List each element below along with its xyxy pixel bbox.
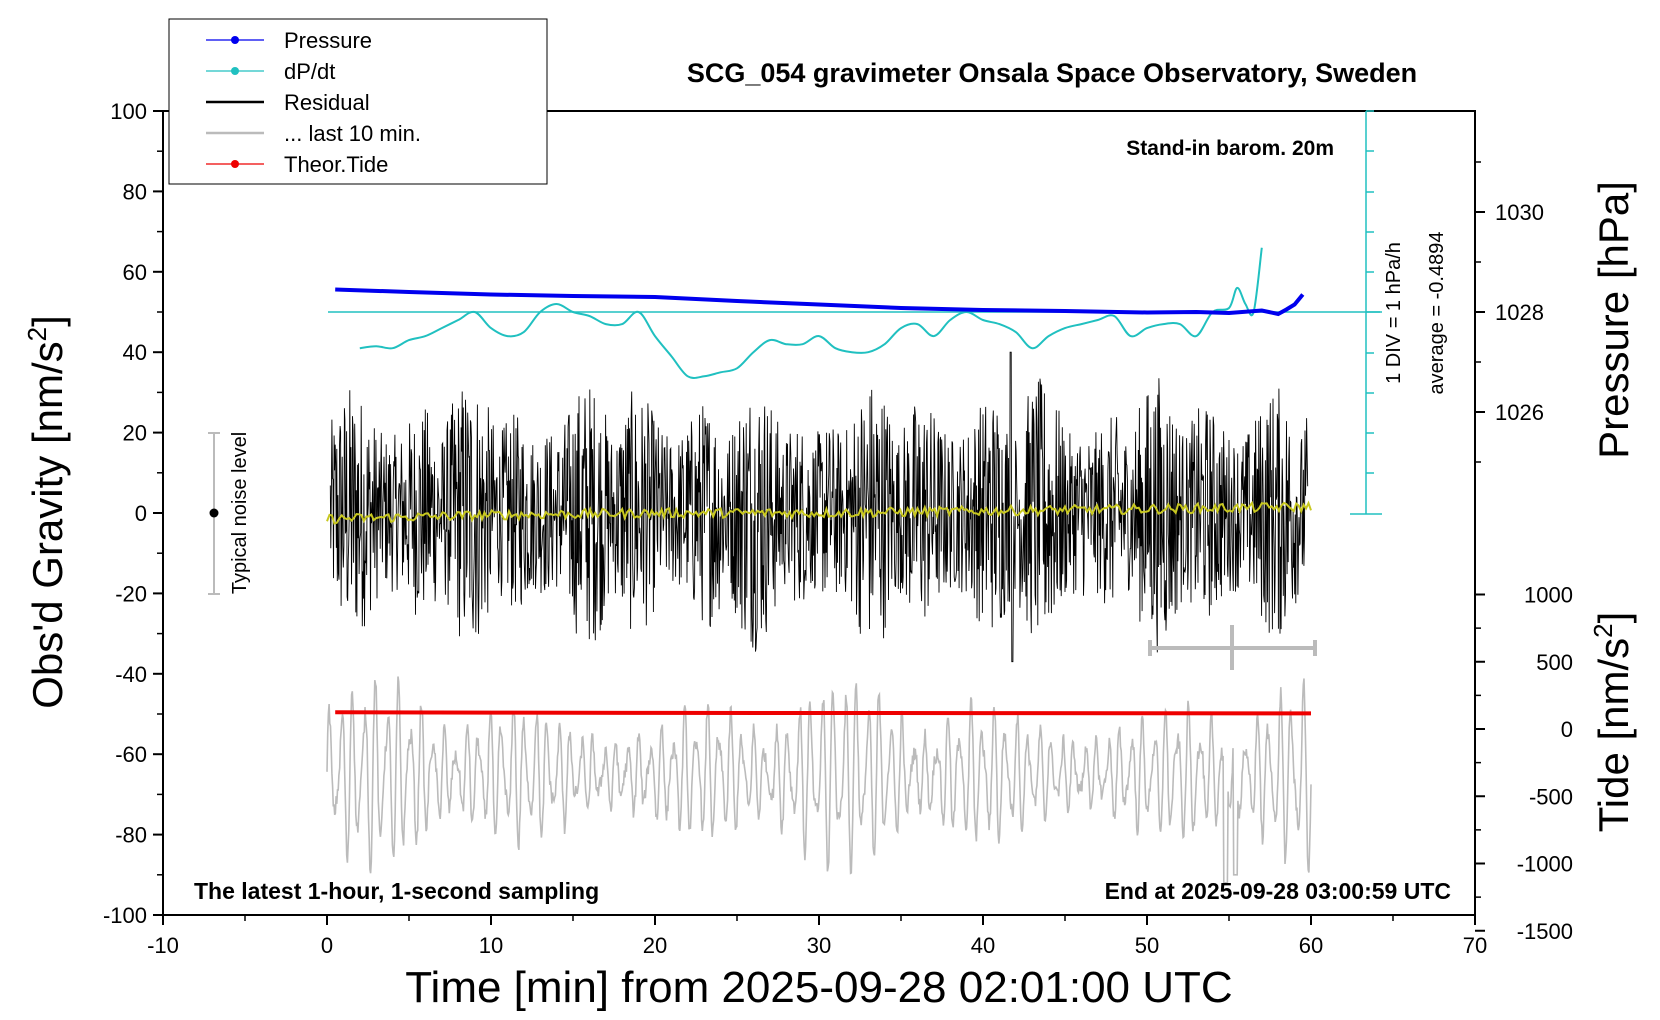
last-10-min-trace bbox=[326, 676, 1312, 884]
tide-tick-label-0: 1000 bbox=[1524, 583, 1573, 608]
tide-axis-title-close: ] bbox=[1590, 612, 1637, 624]
barometer-note: Stand-in barom. 20m bbox=[1126, 137, 1334, 160]
y-tick-label-9: -80 bbox=[115, 823, 147, 848]
bottom-right-note: End at 2025-09-28 03:00:59 UTC bbox=[1105, 878, 1451, 904]
pressure-axis-ticks: 1030 1028 1026 bbox=[1475, 161, 1544, 463]
legend-entries: Pressure dP/dt Residual ... last 10 min. The… bbox=[206, 28, 421, 177]
x-tick-label-8: 70 bbox=[1463, 933, 1487, 958]
tide-tick-label-3: -500 bbox=[1529, 784, 1573, 809]
x-tick-label-1: 0 bbox=[321, 933, 333, 958]
x-tick-label-7: 60 bbox=[1299, 933, 1323, 958]
tide-tick-label-1: 500 bbox=[1536, 650, 1573, 675]
x-tick-label-3: 20 bbox=[643, 933, 667, 958]
bottom-left-note: The latest 1-hour, 1-second sampling bbox=[194, 878, 599, 904]
legend-label-3: ... last 10 min. bbox=[284, 121, 421, 146]
tide-axis-title-text: Tide [nm/s bbox=[1590, 638, 1637, 833]
legend-marker-1 bbox=[231, 67, 239, 75]
legend-label-2: Residual bbox=[284, 90, 370, 115]
y-axis-left-title-text: Obs'd Gravity [nm/s bbox=[24, 341, 71, 708]
div-note: 1 DIV = 1 hPa/h bbox=[1383, 242, 1405, 384]
pressure-trace bbox=[335, 287, 1305, 317]
legend-marker-0 bbox=[231, 36, 239, 44]
tide-axis-title: Tide [nm/s2] bbox=[1588, 612, 1637, 833]
legend-label-1: dP/dt bbox=[284, 59, 335, 84]
legend: Pressure dP/dt Residual ... last 10 min. The… bbox=[168, 18, 548, 185]
y-axis-left-title-sup: 2 bbox=[22, 327, 52, 341]
y-tick-label-2: 60 bbox=[123, 260, 147, 285]
legend-label-4: Theor.Tide bbox=[284, 152, 388, 177]
x-tick-label-0: -10 bbox=[147, 933, 179, 958]
y-tick-label-1: 80 bbox=[123, 179, 147, 204]
y-tick-label-7: -40 bbox=[115, 662, 147, 687]
chart-title: SCG_054 gravimeter Onsala Space Observat… bbox=[687, 58, 1417, 88]
noise-level-dot bbox=[209, 508, 219, 518]
y-tick-label-6: -20 bbox=[115, 581, 147, 606]
y-tick-label-5: 0 bbox=[135, 501, 147, 526]
tide-trace bbox=[335, 710, 1312, 716]
residual-trace bbox=[329, 351, 1309, 663]
dpdt-trace bbox=[359, 247, 1263, 379]
dpdt-scale-bar bbox=[1350, 110, 1382, 515]
pressure-tick-label-0: 1030 bbox=[1495, 200, 1544, 225]
tide-tick-label-5: -1500 bbox=[1517, 919, 1573, 944]
y-tick-label-10: -100 bbox=[103, 903, 147, 928]
x-axis-ticks: -10 0 10 20 30 40 50 60 70 bbox=[147, 915, 1487, 958]
legend-marker-4 bbox=[231, 160, 239, 168]
x-tick-label-5: 40 bbox=[971, 933, 995, 958]
noise-level-label: Typical noise level bbox=[229, 432, 251, 594]
x-tick-label-6: 50 bbox=[1135, 933, 1159, 958]
tide-tick-label-4: -1000 bbox=[1517, 852, 1573, 877]
y-axis-left-title: Obs'd Gravity [nm/s2] bbox=[22, 315, 71, 709]
average-note: average = -0.4894 bbox=[1426, 232, 1448, 395]
y-tick-label-4: 20 bbox=[123, 421, 147, 446]
residual-mean-trace bbox=[326, 500, 1312, 525]
y-axis-left-title-close: ] bbox=[24, 315, 71, 327]
pressure-tick-label-2: 1026 bbox=[1495, 400, 1544, 425]
tide-axis-ticks: 1000 500 0 -500 -1000 -1500 bbox=[1475, 583, 1573, 944]
y-tick-label-3: 40 bbox=[123, 340, 147, 365]
x-tick-label-2: 10 bbox=[479, 933, 503, 958]
pressure-tick-label-1: 1028 bbox=[1495, 300, 1544, 325]
tide-tick-label-2: 0 bbox=[1561, 717, 1573, 742]
y-tick-label-0: 100 bbox=[110, 99, 147, 124]
legend-label-0: Pressure bbox=[284, 28, 372, 53]
x-tick-label-4: 30 bbox=[807, 933, 831, 958]
x-axis-title: Time [min] from 2025-09-28 02:01:00 UTC bbox=[405, 963, 1232, 1012]
gray-error-bar bbox=[1148, 625, 1317, 670]
y-axis-left-ticks: 100 80 60 40 20 0 -20 -40 -60 -80 -100 bbox=[103, 99, 163, 928]
y-tick-label-8: -60 bbox=[115, 742, 147, 767]
pressure-axis-title: Pressure [hPa] bbox=[1590, 181, 1637, 459]
tide-axis-title-sup: 2 bbox=[1588, 623, 1618, 637]
